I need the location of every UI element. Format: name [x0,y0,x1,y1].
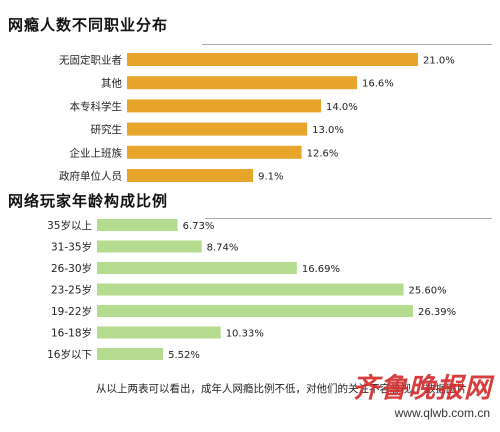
bar [97,283,404,296]
bar [127,122,308,136]
category-label: 本专科学生 [70,100,123,113]
category-label: 研究生 [91,123,123,136]
bar [127,169,254,182]
category-label: 其他 [101,77,122,90]
value-label: 21.0% [423,56,455,67]
bar [97,240,202,253]
value-label: 16.69% [302,264,340,275]
category-label: 企业上班族 [70,146,123,159]
value-label: 14.0% [326,102,358,113]
watermark-url: www.qlwb.com.cn [394,406,490,420]
bar [127,53,418,66]
value-label: 8.74% [207,243,239,254]
category-label: 26-30岁 [51,262,92,275]
bar [127,145,302,159]
bar [97,326,221,339]
value-label: 25.60% [409,286,447,297]
category-label: 16岁以下 [47,348,92,361]
value-label: 6.73% [183,221,215,232]
bar [127,76,358,90]
value-label: 10.33% [226,329,264,340]
category-label: 23-25岁 [51,284,92,297]
caption-text: 从以上两表可以看出，成年人网瘾比例不低，对他们的关注不容忽视。 数据图片 [96,383,467,395]
bar-chart-age: 35岁以上 6.73% 31-35岁 8.74% 26-30岁 16.69% 23-25岁 2… [47,219,456,361]
newspaper-watermark: 齐鲁晚报网 www.qlwb.com.cn [328,366,496,428]
category-label: 16-18岁 [51,327,92,340]
value-label: 13.0% [312,125,344,136]
chart-title-age: 网络玩家年龄构成比例 [8,192,169,210]
category-label: 19-22岁 [51,305,92,318]
value-label: 12.6% [307,148,339,159]
value-label: 26.39% [418,307,456,318]
category-label: 35岁以上 [47,219,92,232]
title-divider [202,44,492,45]
value-label: 9.1% [258,172,283,183]
category-label: 无固定职业者 [59,54,122,67]
bar [97,305,413,317]
bar [97,262,297,274]
chart-title-occupation: 网瘾人数不同职业分布 [8,16,169,34]
bar [97,219,178,231]
bar [127,99,321,113]
bar-chart-occupation: 无固定职业者 21.0% 其他 16.6% 本专科学生 14.0% 研究生 13.0% 企业上班… [59,53,455,183]
value-label: 16.6% [362,79,394,90]
category-label: 31-35岁 [51,241,92,254]
category-label: 政府单位人员 [59,170,122,183]
title-divider [205,218,492,219]
watermark-brand: 齐鲁晚报网 [352,373,492,404]
value-label: 5.52% [168,350,200,361]
bar [97,348,164,360]
